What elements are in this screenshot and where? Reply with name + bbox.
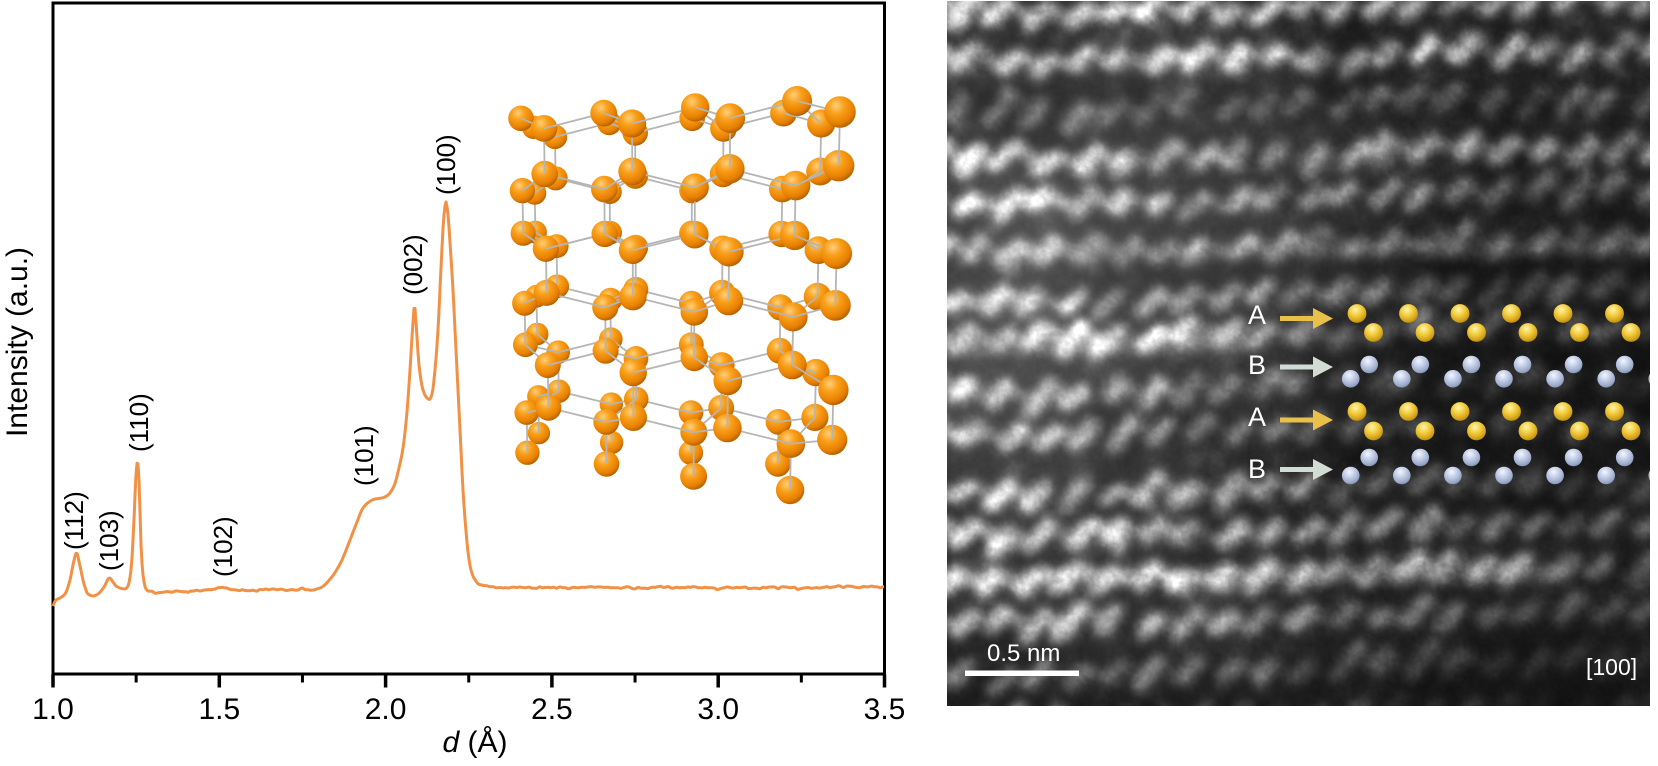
svg-text:[100]: [100]	[1586, 654, 1637, 680]
svg-text:(100): (100)	[431, 134, 461, 195]
svg-text:1.5: 1.5	[198, 693, 240, 726]
svg-text:A: A	[1248, 300, 1266, 330]
svg-text:(110): (110)	[124, 393, 154, 452]
svg-text:2.5: 2.5	[531, 693, 573, 726]
svg-text:0.5 nm: 0.5 nm	[987, 640, 1060, 667]
svg-text:(102): (102)	[208, 516, 238, 577]
svg-text:(002): (002)	[398, 234, 428, 295]
svg-text:2.0: 2.0	[365, 693, 407, 726]
svg-text:B: B	[1248, 454, 1266, 484]
svg-text:Intensity (a.u.): Intensity (a.u.)	[1, 247, 34, 437]
svg-text:(101): (101)	[349, 425, 379, 486]
svg-text:A: A	[1248, 402, 1266, 432]
svg-text:(103): (103)	[94, 510, 124, 571]
svg-text:1.0: 1.0	[32, 693, 74, 726]
svg-text:B: B	[1248, 350, 1266, 380]
svg-text:(112): (112)	[59, 491, 89, 550]
svg-text:3.5: 3.5	[864, 693, 906, 726]
svg-text:d (Å): d (Å)	[442, 726, 507, 759]
svg-text:3.0: 3.0	[697, 693, 739, 726]
